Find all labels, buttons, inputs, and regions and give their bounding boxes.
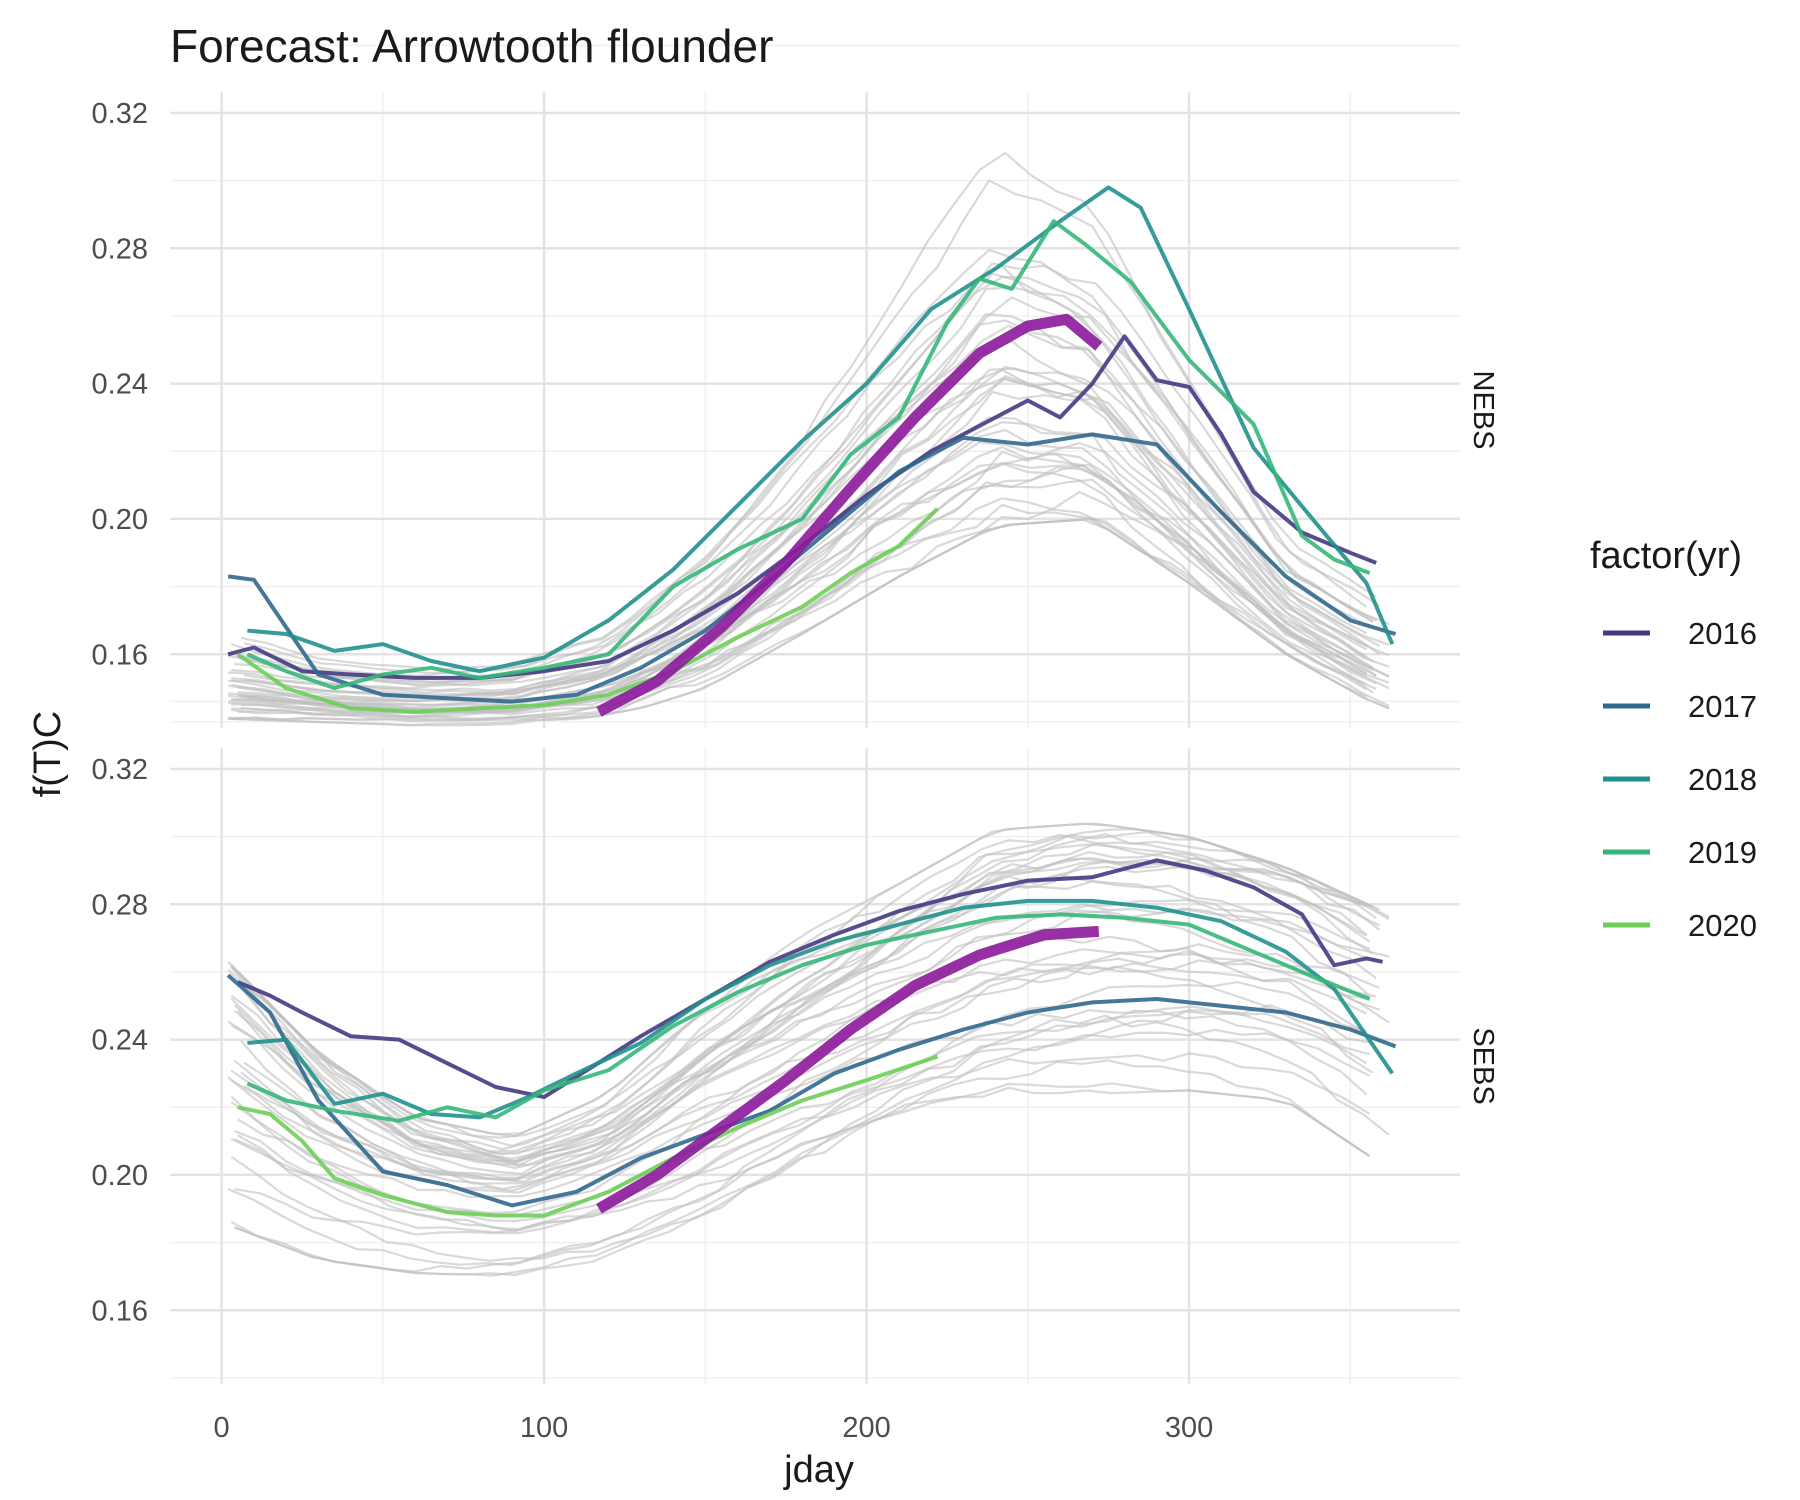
x-tick-label: 0 [214, 1412, 230, 1444]
forecast-line [596, 313, 1103, 717]
x-tick-label: 300 [1165, 1412, 1213, 1444]
background-year-line [240, 248, 1377, 677]
background-year-line [227, 832, 1390, 1160]
background-year-line [228, 497, 1390, 727]
y-tick-label: 0.28 [92, 233, 148, 265]
background-year-line [240, 478, 1377, 706]
series-line-2016 [236, 858, 1384, 1100]
y-tick-label: 0.24 [92, 1025, 148, 1057]
background-year-line [234, 1028, 1371, 1218]
background-years-layer [227, 151, 1390, 1277]
background-year-line [234, 1086, 1371, 1273]
background-year-line [228, 421, 1390, 696]
forecast-line [596, 925, 1100, 1214]
background-year-line [237, 518, 1374, 722]
legend-title: factor(yr) [1590, 535, 1742, 577]
y-tick-label: 0.32 [92, 754, 148, 786]
background-year-line [234, 1082, 1371, 1277]
legend-label-2017: 2017 [1688, 689, 1757, 724]
series-line-2018 [247, 898, 1394, 1120]
background-year-line [243, 841, 1381, 1166]
chart-title: Forecast: Arrowtooth flounder [170, 20, 773, 72]
legend-label-2020: 2020 [1688, 908, 1757, 943]
series-line-2017 [226, 973, 1397, 1208]
series-line-2020 [236, 507, 939, 714]
y-tick-label: 0.24 [92, 369, 148, 401]
background-year-line [237, 1004, 1374, 1199]
background-year-line [227, 275, 1390, 683]
series-layer [226, 185, 1397, 1218]
panel-strip-label: NEBS [1467, 371, 1499, 450]
background-year-line [230, 948, 1367, 1181]
background-year-line [231, 375, 1368, 698]
x-tick-label: 200 [842, 1412, 890, 1444]
y-tick-label: 0.32 [92, 98, 148, 130]
background-year-line [237, 296, 1374, 687]
background-year-line [243, 262, 1381, 674]
y-tick-label: 0.28 [92, 889, 148, 921]
legend-label-2019: 2019 [1688, 835, 1757, 870]
background-year-line [230, 864, 1368, 1170]
label-layer: 0.16 0.20 0.24 0.28 0.32 NEBS 0.16 0.20 0.24 0.28… [92, 98, 1499, 1444]
legend-label-2016: 2016 [1688, 616, 1757, 651]
background-year-line [236, 850, 1374, 1136]
series-line-2018 [247, 185, 1395, 674]
background-year-line [237, 285, 1374, 684]
background-year-line [230, 1009, 1368, 1262]
series-line-2020 [237, 1054, 939, 1218]
y-tick-label: 0.16 [92, 639, 148, 671]
y-tick-label: 0.16 [92, 1295, 148, 1327]
x-tick-label: 100 [520, 1412, 568, 1444]
y-axis-title: f(T)C [27, 711, 69, 798]
background-year-line [237, 965, 1374, 1234]
panel-strip-label: SEBS [1467, 1027, 1499, 1104]
background-year-line [243, 830, 1380, 1156]
background-year-line [230, 962, 1367, 1182]
series-line-2016 [227, 334, 1377, 680]
y-tick-label: 0.20 [92, 1160, 148, 1192]
background-year-line [228, 445, 1390, 711]
background-year-line [228, 264, 1390, 690]
series-line-2019 [246, 219, 1371, 691]
x-axis-title: jday [783, 1449, 854, 1491]
series-line-2019 [246, 912, 1371, 1123]
background-year-line [234, 1052, 1371, 1236]
background-year-line [243, 822, 1380, 1151]
legend-label-2018: 2018 [1688, 762, 1757, 797]
y-tick-label: 0.20 [92, 504, 148, 536]
background-year-line [234, 1009, 1370, 1231]
legend: factor(yr) 2016 2017 2018 2019 2020 [1590, 535, 1757, 943]
background-year-line [237, 312, 1374, 703]
